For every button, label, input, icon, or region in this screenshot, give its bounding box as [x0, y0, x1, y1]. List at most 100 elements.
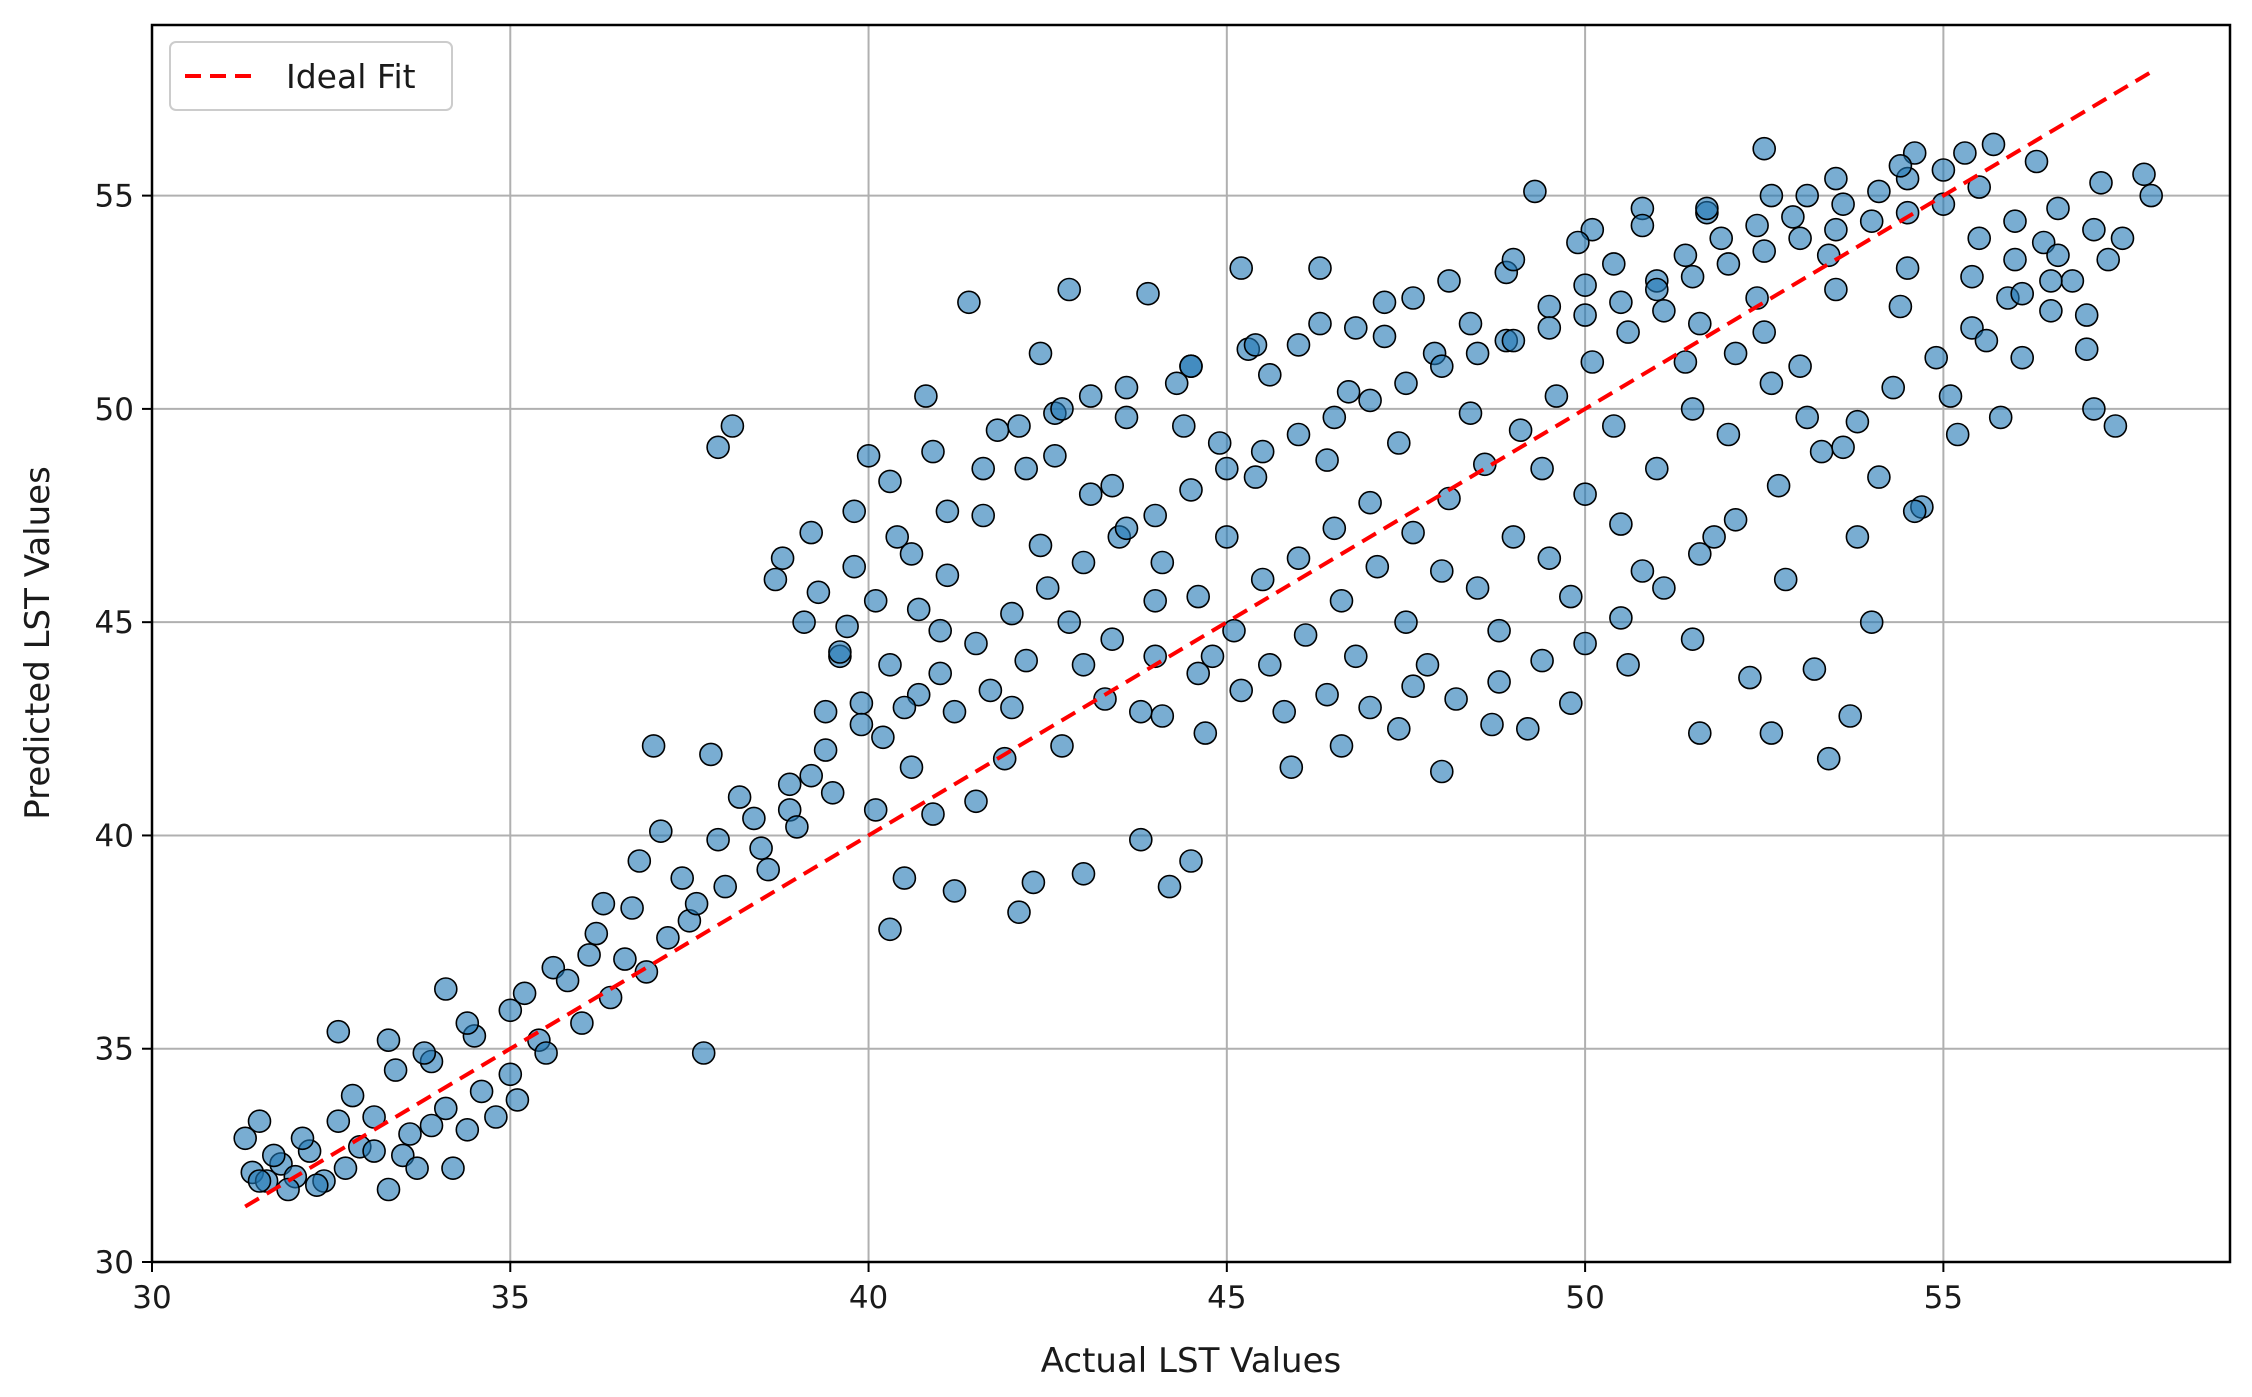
scatter-point — [656, 925, 680, 950]
y-axis-ticks: 30 35 40 45 50 55 — [95, 179, 152, 1281]
scatter-point — [534, 1041, 558, 1065]
scatter-point — [1028, 341, 1053, 366]
scatter-point — [878, 469, 902, 494]
scatter-point — [1071, 652, 1096, 677]
scatter-point — [935, 499, 960, 524]
y-tick-label: 35 — [95, 1032, 134, 1068]
scatter-point — [512, 981, 537, 1006]
scatter-point — [1931, 158, 1956, 182]
scatter-point — [1344, 316, 1368, 340]
scatter-point — [1100, 473, 1124, 498]
scatter-point — [613, 947, 637, 971]
scatter-point — [1630, 213, 1655, 238]
scatter-point — [1773, 567, 1798, 592]
scatter-point — [2132, 162, 2156, 187]
scatter-point — [964, 789, 988, 814]
scatter-point — [1329, 734, 1354, 758]
scatter-point — [1186, 584, 1210, 609]
scatter-point — [1680, 264, 1705, 289]
scatter-point — [1537, 546, 1562, 571]
scatter-point — [2003, 209, 2027, 233]
scatter-point — [1544, 384, 1569, 408]
scatter-point — [971, 503, 996, 528]
scatter-point — [1981, 132, 2006, 157]
y-tick-label: 45 — [95, 605, 134, 641]
scatter-point — [1573, 482, 1597, 507]
scatter-point — [863, 588, 888, 613]
scatter-point — [1358, 388, 1382, 413]
scatter-point — [1186, 661, 1210, 686]
scatter-point — [1150, 704, 1175, 728]
scatter-point — [1401, 286, 1425, 310]
scatter-point — [964, 631, 988, 656]
scatter-point — [1358, 695, 1382, 720]
scatter-point — [2074, 337, 2099, 362]
scatter-point — [1609, 512, 1633, 536]
scatter-point — [906, 597, 931, 622]
scatter-point — [1394, 610, 1418, 635]
scatter-point — [1709, 226, 1733, 251]
scatter-point — [1071, 550, 1096, 575]
scatter-point — [1573, 631, 1597, 656]
scatter-point — [1258, 652, 1282, 677]
scatter-point — [684, 891, 709, 916]
scatter-point — [2082, 217, 2106, 242]
scatter-point — [1480, 712, 1504, 737]
scatter-point — [1695, 196, 1719, 221]
scatter-point — [1229, 678, 1253, 703]
legend-box — [169, 41, 453, 111]
scatter-point — [1559, 691, 1583, 716]
scatter-point — [290, 1126, 315, 1151]
scatter-point — [1229, 256, 1253, 280]
scatter-point — [1071, 861, 1096, 886]
scatter-point — [1179, 849, 1203, 873]
scatter-point — [1602, 252, 1626, 276]
scatter-point — [1136, 281, 1160, 306]
scatter-point — [1738, 665, 1762, 690]
scatter-point — [1308, 311, 1332, 336]
scatter-point — [2089, 171, 2113, 195]
scatter-point — [1129, 827, 1153, 852]
scatter-point — [1802, 657, 1827, 681]
scatter-point — [985, 418, 1010, 443]
scatter-point — [1924, 345, 1948, 370]
scatter-point — [2024, 149, 2049, 174]
scatter-point — [1172, 414, 1196, 438]
scatter-point — [340, 1083, 365, 1108]
scatter-point — [1157, 874, 1182, 899]
scatter-point — [1953, 141, 1977, 165]
y-tick-label: 55 — [95, 179, 134, 215]
scatter-point — [2046, 243, 2070, 268]
scatter-point — [1387, 716, 1411, 741]
scatter-point — [2039, 298, 2063, 323]
scatter-point — [878, 652, 902, 677]
scatter-point — [1688, 542, 1712, 566]
scatter-point — [1322, 516, 1347, 541]
scatter-point — [1602, 414, 1626, 438]
scatter-point — [1867, 179, 1891, 204]
scatter-point — [1566, 230, 1590, 255]
scatter-point — [1057, 610, 1081, 635]
scatter-point — [1193, 721, 1218, 745]
scatter-point — [1630, 559, 1655, 583]
scatter-point — [706, 827, 730, 852]
scatter-point — [1974, 328, 1999, 353]
scatter-point — [1766, 473, 1791, 498]
scatter-point — [1501, 328, 1526, 353]
scatter-point — [1430, 559, 1454, 583]
scatter-point — [1845, 409, 1870, 434]
x-tick-label: 45 — [1207, 1280, 1246, 1316]
scatter-point — [1859, 209, 1884, 233]
scatter-point — [1645, 456, 1669, 481]
scatter-point — [1688, 721, 1712, 745]
scatter-point — [1759, 183, 1784, 208]
scatter-point — [1487, 618, 1511, 643]
scatter-point — [1652, 576, 1676, 600]
scatter-point — [713, 874, 738, 899]
scatter-point — [899, 755, 924, 780]
x-tick-label: 30 — [132, 1280, 171, 1316]
scatter-point — [1279, 755, 1304, 780]
scatter-point — [333, 1156, 358, 1180]
scatter-point — [1286, 422, 1311, 447]
scatter-point — [1035, 576, 1060, 600]
